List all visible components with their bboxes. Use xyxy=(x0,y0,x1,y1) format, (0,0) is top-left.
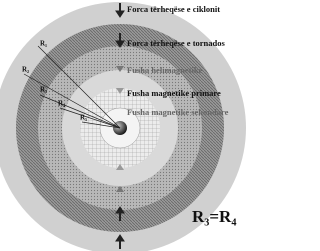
radius-label: R₁ xyxy=(40,40,47,48)
label: Fusha magnetike sekondare xyxy=(127,107,229,117)
label: Fusha magnetike primare xyxy=(127,88,221,98)
label: Forca tërheqëse e tornados xyxy=(127,38,225,48)
diagram: Forca tërheqëse e ciklonit Forca tërheqë… xyxy=(0,0,260,251)
equation: R₃=R₄ xyxy=(192,207,236,226)
label: Forca tërheqëse e ciklonit xyxy=(127,4,220,14)
radius-label: R₅ xyxy=(80,114,87,122)
radius-label: R₃ xyxy=(40,86,47,94)
radius-label: R₂ xyxy=(22,66,29,74)
radius-label: R₄ xyxy=(58,100,66,108)
label: Fusha helimagnetike xyxy=(127,65,203,75)
